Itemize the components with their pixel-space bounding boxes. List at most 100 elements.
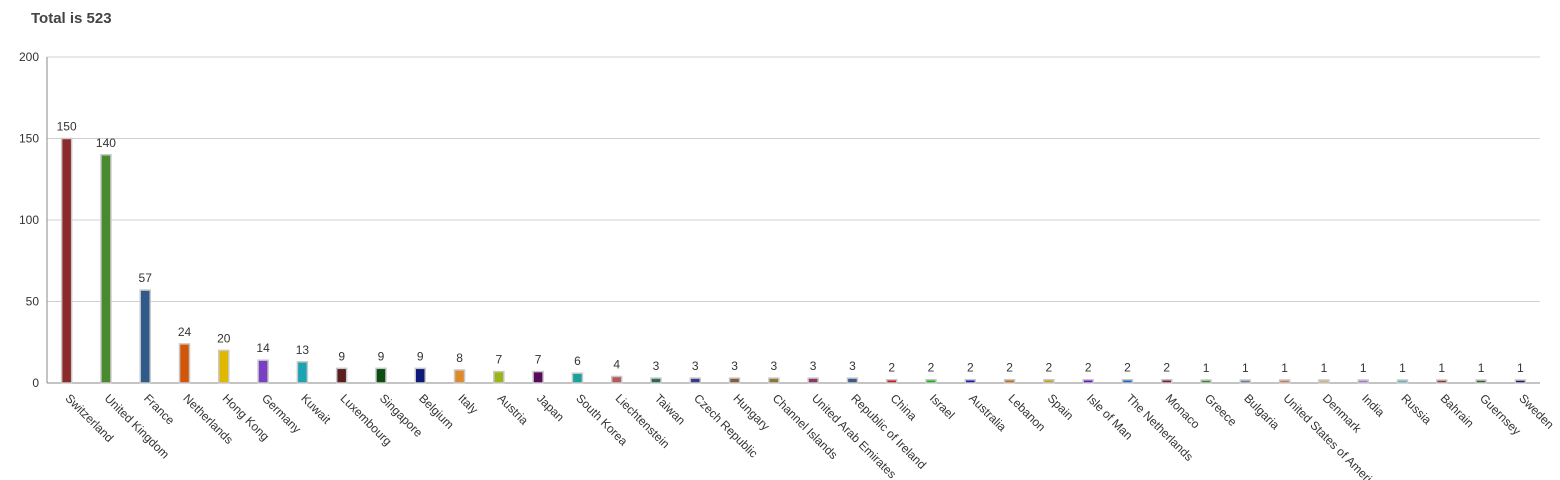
bar [728, 377, 741, 384]
data-label: 1 [1517, 361, 1524, 375]
data-label: 1 [1281, 361, 1288, 375]
data-label: 3 [692, 359, 699, 373]
data-label: 3 [731, 359, 738, 373]
y-tick-label: 150 [19, 132, 39, 146]
data-label: 20 [217, 331, 231, 345]
x-tick-label: Guernsey [1477, 391, 1524, 438]
bar [1043, 378, 1055, 384]
bar [885, 378, 898, 384]
bar [807, 377, 819, 384]
bar [453, 369, 466, 384]
data-label: 2 [1006, 361, 1013, 375]
bar [414, 367, 426, 384]
x-tick-label: Israel [927, 391, 958, 422]
data-label: 3 [771, 359, 778, 373]
x-tick-label: Lebanon [1005, 391, 1048, 434]
bar [1514, 379, 1527, 384]
data-label: 9 [338, 349, 345, 363]
data-label: 2 [1046, 361, 1053, 375]
data-label: 2 [928, 361, 935, 375]
bar [610, 375, 623, 384]
bar [100, 154, 112, 384]
bar [335, 367, 348, 384]
data-label: 2 [967, 361, 974, 375]
bar [650, 377, 662, 384]
x-tick-label: Bahrain [1438, 391, 1477, 430]
y-tick-label: 200 [19, 50, 39, 64]
bar [218, 349, 230, 384]
bar [139, 289, 151, 384]
data-label: 3 [653, 359, 660, 373]
y-tick-label: 0 [32, 376, 39, 390]
x-tick-label: France [141, 391, 178, 428]
bar [257, 359, 269, 384]
data-label: 6 [574, 354, 581, 368]
data-label: 1 [1360, 361, 1367, 375]
data-label: 8 [456, 351, 463, 365]
data-label: 2 [888, 361, 895, 375]
bar [571, 372, 584, 384]
data-label: 57 [139, 271, 153, 285]
bar [1396, 379, 1409, 384]
bar [1200, 379, 1212, 384]
data-label: 1 [1321, 361, 1328, 375]
data-label: 1 [1203, 361, 1210, 375]
x-tick-label: The Netherlands [1123, 391, 1196, 464]
x-tick-label: Spain [1045, 391, 1077, 423]
bar [532, 370, 544, 384]
data-label: 9 [378, 349, 385, 363]
data-label: 140 [96, 136, 116, 150]
data-label: 1 [1438, 361, 1445, 375]
data-label: 3 [810, 359, 817, 373]
data-label: 13 [296, 343, 310, 357]
data-label: 9 [417, 349, 424, 363]
data-label: 1 [1399, 361, 1406, 375]
x-tick-label: Austria [495, 391, 532, 428]
bar [296, 361, 309, 384]
chart-title: Total is 523 [31, 10, 112, 27]
bar [1082, 378, 1094, 384]
y-tick-label: 50 [26, 295, 40, 309]
data-label: 7 [535, 353, 542, 367]
data-label: 14 [256, 341, 270, 355]
y-tick-label: 100 [19, 213, 39, 227]
bar [375, 367, 387, 384]
bar [1003, 378, 1016, 384]
bar [689, 377, 702, 384]
x-tick-label: Taiwan [652, 391, 688, 427]
bar [1357, 379, 1369, 384]
data-label: 3 [849, 359, 856, 373]
data-label: 2 [1163, 361, 1170, 375]
data-label: 2 [1124, 361, 1131, 375]
bar [1278, 379, 1291, 384]
x-tick-label: Japan [534, 391, 567, 424]
bar [493, 370, 505, 384]
bar [1475, 379, 1487, 384]
x-tick-label: Russia [1398, 391, 1434, 427]
bar [1436, 379, 1448, 384]
bar [60, 137, 73, 384]
data-label: 150 [57, 120, 77, 134]
x-tick-label: China [888, 391, 920, 423]
data-label: 1 [1242, 361, 1249, 375]
bar [1121, 378, 1134, 384]
bar [1161, 378, 1173, 384]
bar [768, 377, 780, 384]
data-label: 7 [495, 353, 502, 367]
bar [1239, 379, 1252, 384]
data-label: 4 [613, 357, 620, 371]
x-tick-label: Italy [455, 391, 480, 416]
x-tick-label: Kuwait [298, 391, 334, 427]
bar [1318, 379, 1330, 384]
bar [178, 343, 191, 384]
bar [964, 378, 977, 384]
x-tick-label: Greece [1202, 391, 1240, 429]
x-tick-label: Bulgaria [1241, 391, 1282, 432]
x-tick-label: Australia [966, 391, 1009, 434]
data-label: 24 [178, 325, 192, 339]
data-label: 1 [1478, 361, 1485, 375]
x-tick-label: India [1359, 391, 1388, 420]
bar [846, 377, 859, 384]
bar [925, 378, 937, 384]
